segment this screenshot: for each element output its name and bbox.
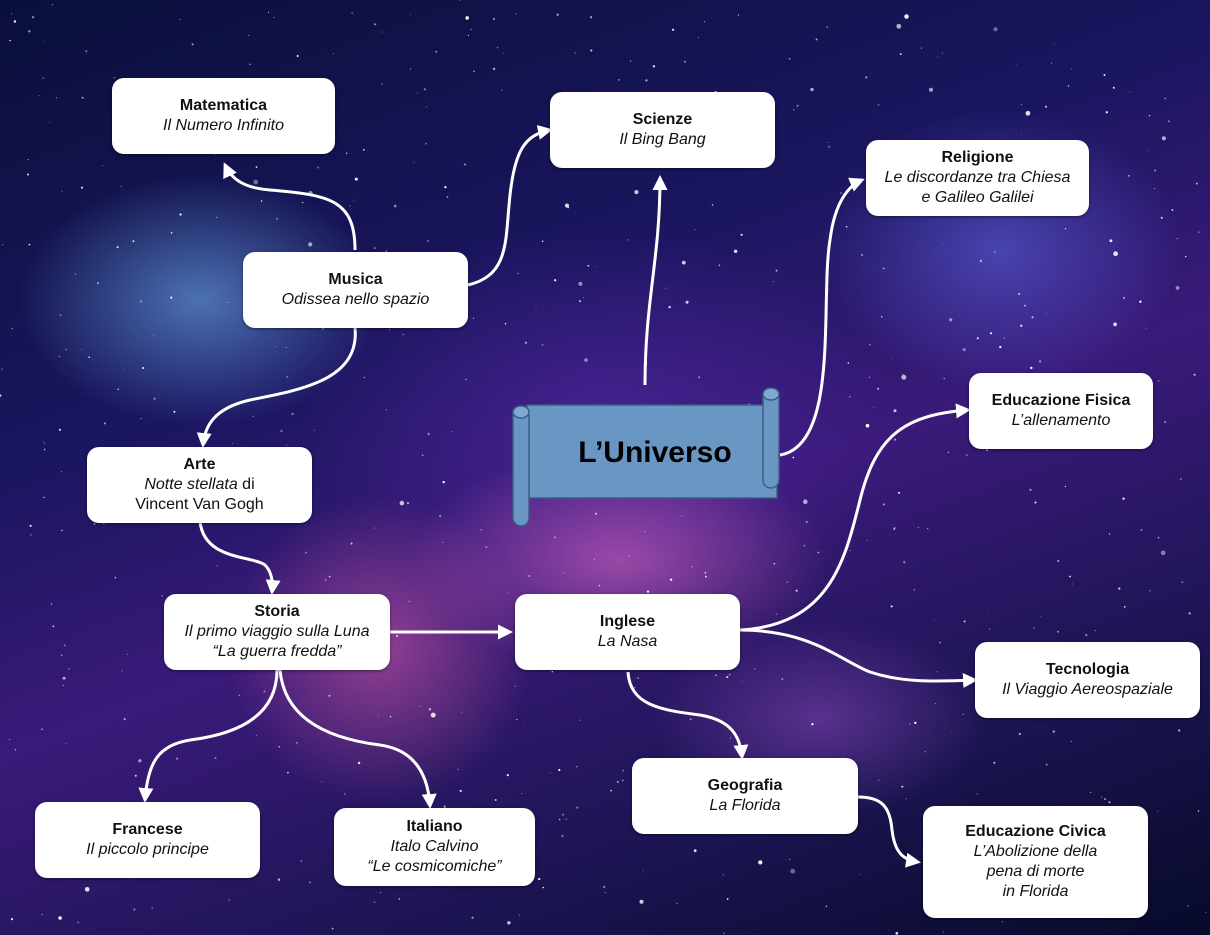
node-educazione-civica: Educazione Civica L’Abolizione della pen… bbox=[923, 806, 1148, 918]
node-subtitle: Le discordanze tra Chiesa bbox=[884, 169, 1071, 186]
node-geografia: Geografia La Florida bbox=[632, 758, 858, 834]
node-title: Arte bbox=[183, 456, 216, 473]
node-title: Geografia bbox=[707, 777, 783, 794]
node-title: Scienze bbox=[632, 111, 693, 128]
node-storia: Storia Il primo viaggio sulla Luna “La g… bbox=[164, 594, 390, 670]
arrow-musica-to-scienze bbox=[467, 125, 553, 287]
node-musica: Musica Odissea nello spazio bbox=[243, 252, 468, 328]
node-educazione-fisica: Educazione Fisica L’allenamento bbox=[969, 373, 1153, 449]
node-title: Italiano bbox=[406, 818, 463, 835]
node-inglese: Inglese La Nasa bbox=[515, 594, 740, 670]
arrow-inglese-to-edfisica bbox=[739, 403, 971, 632]
arrow-storia-to-italiano bbox=[278, 669, 437, 809]
arrow-storia-to-francese bbox=[138, 669, 279, 803]
node-subtitle: Il Numero Infinito bbox=[163, 117, 284, 134]
arrow-center-to-religione bbox=[779, 177, 865, 457]
node-title: Matematica bbox=[179, 97, 268, 114]
node-subtitle: L’allenamento bbox=[1011, 412, 1111, 429]
node-title: Educazione Civica bbox=[965, 823, 1106, 840]
arrow-arte-to-storia bbox=[198, 521, 281, 595]
node-subtitle: “Le cosmicomiche” bbox=[367, 858, 502, 875]
node-subtitle: pena di morte bbox=[986, 863, 1085, 880]
node-title: Educazione Fisica bbox=[991, 392, 1131, 409]
artwork-title: Notte stellata bbox=[144, 476, 238, 493]
node-matematica: Matematica Il Numero Infinito bbox=[112, 78, 335, 154]
node-subtitle: Il Bing Bang bbox=[619, 131, 706, 148]
node-subtitle-line: Notte stellata di bbox=[144, 475, 254, 495]
connector-word: di bbox=[237, 476, 255, 493]
node-tecnologia: Tecnologia Il Viaggio Aereospaziale bbox=[975, 642, 1200, 718]
arrow-center-to-scienze bbox=[643, 175, 668, 386]
arrow-inglese-to-geografia bbox=[626, 671, 749, 760]
node-title: Religione bbox=[941, 149, 1014, 166]
node-title: Storia bbox=[254, 603, 300, 620]
node-arte: Arte Notte stellata di Vincent Van Gogh bbox=[87, 447, 312, 523]
node-title: Tecnologia bbox=[1045, 661, 1130, 678]
node-subtitle: Italo Calvino bbox=[390, 838, 479, 855]
node-subtitle: La Nasa bbox=[597, 633, 658, 650]
node-italiano: Italiano Italo Calvino “Le cosmicomiche” bbox=[334, 808, 535, 886]
node-subtitle: Odissea nello spazio bbox=[281, 291, 430, 308]
artist-name: Vincent Van Gogh bbox=[135, 496, 264, 513]
node-subtitle: “La guerra fredda” bbox=[212, 643, 342, 660]
node-scienze: Scienze Il Bing Bang bbox=[550, 92, 775, 168]
arrow-musica-to-matematica bbox=[223, 162, 357, 251]
arrow-musica-to-arte bbox=[196, 327, 357, 448]
node-subtitle: Il piccolo principe bbox=[86, 841, 209, 858]
node-francese: Francese Il piccolo principe bbox=[35, 802, 260, 878]
arrow-inglese-to-tecnologia bbox=[739, 628, 978, 689]
node-title: Francese bbox=[112, 821, 183, 838]
node-subtitle: L’Abolizione della bbox=[973, 843, 1098, 860]
center-title: L’Universo bbox=[578, 436, 732, 469]
node-subtitle: e Galileo Galilei bbox=[921, 189, 1034, 206]
node-subtitle: Il primo viaggio sulla Luna bbox=[184, 623, 370, 640]
scroll-shape bbox=[512, 387, 780, 527]
node-subtitle: in Florida bbox=[1002, 883, 1069, 900]
node-title: Inglese bbox=[599, 613, 656, 630]
node-subtitle: La Florida bbox=[709, 797, 781, 814]
node-subtitle: Il Viaggio Aereospaziale bbox=[1002, 681, 1173, 698]
arrow-geografia-to-edcivica bbox=[857, 795, 921, 868]
node-title: Musica bbox=[328, 271, 383, 288]
node-religione: Religione Le discordanze tra Chiesa e Ga… bbox=[866, 140, 1089, 216]
